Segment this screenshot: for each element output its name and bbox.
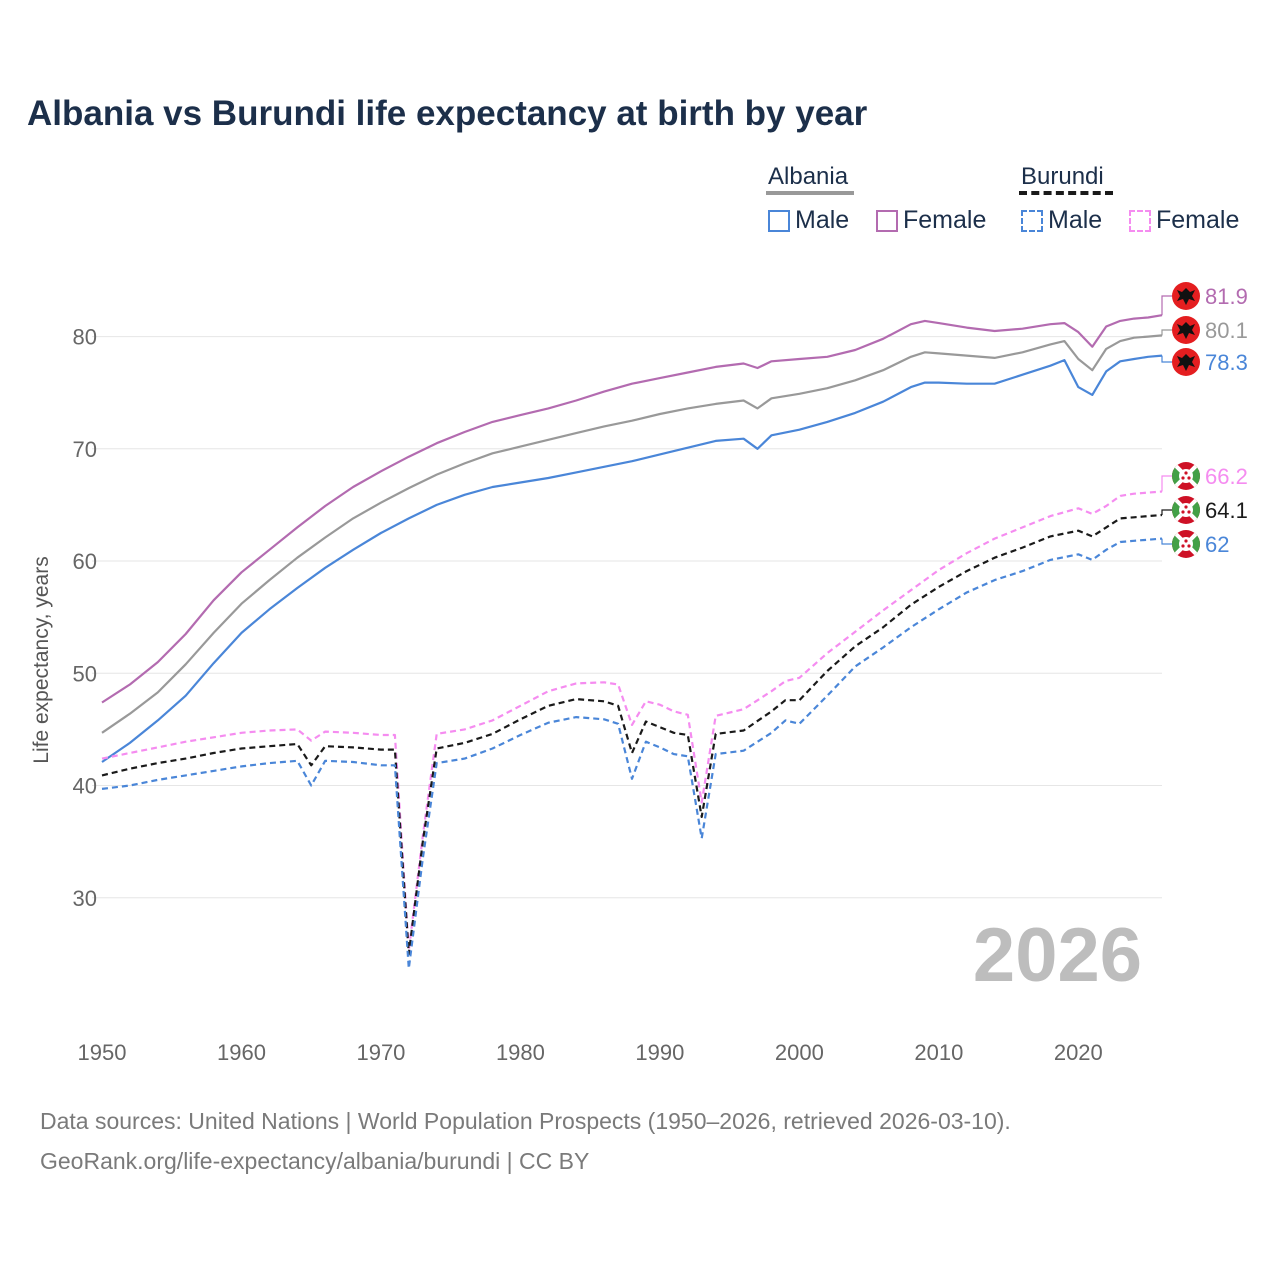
flag-burundi-disc [1179, 537, 1193, 551]
legend-burundi-heading: Burundi [1021, 163, 1104, 190]
flag-icon-burundi [1172, 496, 1200, 524]
series-line-burundi_total [101, 513, 1163, 955]
x-tick-labels: 1950 1960 1970 1980 1990 2000 2010 2020 [78, 1040, 1103, 1065]
footer-sources: Data sources: United Nations | World Pop… [40, 1108, 1011, 1134]
end-label-burundi_female: 66.2 [1205, 464, 1248, 489]
flag-burundi-star-2 [1181, 476, 1185, 480]
flag-icon-albania [1172, 348, 1200, 376]
connector-albania_female [1161, 295, 1172, 316]
flag-burundi-star-3 [1187, 510, 1191, 514]
x-tick-1980: 1980 [496, 1040, 545, 1065]
legend-albania-female[interactable]: Female [876, 206, 986, 235]
series-line-burundi_male [101, 537, 1163, 970]
flag-albania-eagle [1177, 354, 1195, 371]
legend-burundi-male[interactable]: Male [1021, 206, 1102, 235]
flag-burundi-star-2 [1181, 544, 1185, 548]
legend-swatch-albania-female [876, 209, 898, 232]
flag-burundi-star-1 [1184, 505, 1188, 509]
flag-albania-eagle [1177, 322, 1195, 339]
footer-credit[interactable]: GeoRank.org/life-expectancy/albania/buru… [40, 1148, 590, 1174]
grid-lines [92, 336, 1162, 899]
y-tick-30: 30 [73, 886, 97, 911]
flag-burundi-star-3 [1187, 476, 1191, 480]
connector-burundi_total [1161, 509, 1172, 516]
y-tick-labels: 30 40 50 60 70 80 [73, 325, 97, 911]
legend-albania-heading: Albania [768, 163, 849, 190]
legend-albania-female-label: Female [903, 206, 987, 234]
series-lines [101, 314, 1163, 970]
end-markers: 81.9 80.1 78.3 66.2 64.1 62 [1161, 282, 1248, 558]
y-tick-70: 70 [73, 437, 97, 462]
series-line-albania_female [101, 314, 1163, 704]
legend-burundi-male-label: Male [1048, 206, 1103, 234]
flag-icon-albania [1172, 316, 1200, 344]
end-label-burundi_male: 62 [1205, 532, 1229, 557]
y-tick-80: 80 [73, 325, 97, 350]
legend-burundi-female-label: Female [1156, 206, 1240, 234]
flag-burundi-field [1172, 462, 1200, 490]
series-line-albania_male [101, 354, 1163, 763]
series-line-albania_total [101, 334, 1163, 734]
series-line-burundi_female [101, 490, 1163, 952]
flag-albania-eagle [1177, 288, 1195, 305]
x-tick-2020: 2020 [1054, 1040, 1103, 1065]
flag-burundi-star-2 [1181, 510, 1185, 514]
legend-swatch-burundi-male [1021, 209, 1043, 232]
end-label-albania_male: 78.3 [1205, 350, 1248, 375]
x-tick-1970: 1970 [356, 1040, 405, 1065]
connector-burundi_male [1161, 538, 1172, 545]
legend-burundi-female[interactable]: Female [1129, 206, 1239, 235]
legend-albania-line [766, 191, 854, 195]
x-tick-1990: 1990 [635, 1040, 684, 1065]
connector-albania_male [1161, 355, 1172, 363]
legend-albania-male-label: Male [795, 206, 850, 234]
flag-burundi-field [1172, 530, 1200, 558]
legend-swatch-albania-male [768, 209, 790, 232]
connector-burundi_female [1161, 475, 1172, 492]
chart-title: Albania vs Burundi life expectancy at bi… [27, 94, 868, 133]
end-label-albania_female: 81.9 [1205, 284, 1248, 309]
flag-burundi-disc [1179, 503, 1193, 517]
flag-burundi-star-1 [1184, 471, 1188, 475]
end-label-burundi_total: 64.1 [1205, 498, 1248, 523]
connector-albania_total [1161, 329, 1172, 336]
flag-icon-burundi [1172, 462, 1200, 490]
legend-burundi-line [1019, 191, 1113, 195]
flag-burundi-disc [1179, 469, 1193, 483]
year-watermark: 2026 [972, 913, 1142, 998]
legend-swatch-burundi-female [1129, 209, 1151, 232]
flag-burundi-field [1172, 496, 1200, 524]
end-label-albania_total: 80.1 [1205, 318, 1248, 343]
x-tick-1960: 1960 [217, 1040, 266, 1065]
x-tick-1950: 1950 [78, 1040, 127, 1065]
x-tick-2000: 2000 [775, 1040, 824, 1065]
y-tick-50: 50 [73, 661, 97, 686]
flag-burundi-star-1 [1184, 539, 1188, 543]
flag-icon-burundi [1172, 530, 1200, 558]
legend-albania-male[interactable]: Male [768, 206, 849, 235]
x-tick-2010: 2010 [914, 1040, 963, 1065]
flag-burundi-star-3 [1187, 544, 1191, 548]
y-tick-60: 60 [73, 549, 97, 574]
y-tick-40: 40 [73, 774, 97, 799]
flag-icon-albania [1172, 282, 1200, 310]
